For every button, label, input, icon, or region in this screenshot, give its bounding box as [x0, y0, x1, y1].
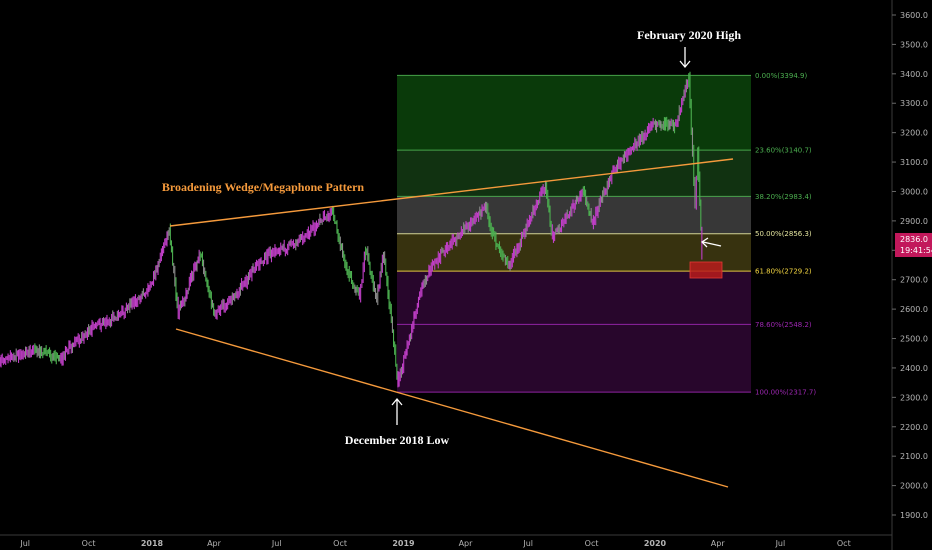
x-tick-label-13: Oct — [837, 539, 851, 548]
y-tick-label-15: 3400.0 — [900, 70, 928, 79]
x-tick-label-4: Jul — [271, 539, 282, 548]
y-tick-label-11: 3000.0 — [900, 187, 928, 196]
y-tick-label-16: 3500.0 — [900, 40, 928, 49]
y-tick-label-7: 2600.0 — [900, 305, 928, 314]
megaphone-trendlines — [169, 158, 734, 488]
february-2020-high-label: February 2020 High — [637, 28, 741, 42]
fib-level-label-2: 38.20%(2983.4) — [755, 193, 812, 201]
megaphone-pattern-label: Broadening Wedge/Megaphone Pattern — [162, 180, 365, 194]
fibonacci-zones — [397, 75, 751, 393]
arrow-left-icon — [700, 237, 722, 248]
fib-zone-4 — [397, 271, 751, 325]
current-price-badge: 2836.0 19:41:54 — [895, 233, 932, 257]
fib-level-label-0: 0.00%(3394.9) — [755, 72, 807, 80]
target-zone-box — [689, 261, 723, 279]
price-series — [0, 71, 703, 388]
february-2020-high-annotation: February 2020 High — [637, 28, 741, 69]
y-tick-label-1: 2000.0 — [900, 482, 928, 491]
y-tick-label-13: 3200.0 — [900, 129, 928, 138]
x-axis[interactable]: Jul Oct 2018 Apr Jul Oct 2019 Apr Jul Oct 2020 Apr J… — [0, 534, 892, 548]
x-tick-label-1: Oct — [82, 539, 96, 548]
x-tick-label-3: Apr — [207, 539, 222, 548]
y-tick-label-4: 2300.0 — [900, 393, 928, 402]
x-tick-label-0: Jul — [19, 539, 30, 548]
y-tick-label-0: 1900.0 — [900, 511, 928, 520]
x-tick-label-7: Apr — [459, 539, 474, 548]
december-2018-low-annotation: December 2018 Low — [345, 397, 450, 447]
fib-level-label-5: 78.60%(2548.2) — [755, 321, 812, 329]
fib-level-label-6: 100.00%(2317.7) — [755, 389, 816, 397]
y-tick-label-3: 2200.0 — [900, 423, 928, 432]
lower-trendline — [175, 328, 729, 488]
fib-zone-1 — [397, 150, 751, 197]
fib-level-label-3: 50.00%(2856.3) — [755, 230, 812, 238]
upper-trendline — [169, 158, 734, 227]
y-tick-label-17: 3600.0 — [900, 11, 928, 20]
arrow-up-icon — [391, 397, 403, 425]
fib-zone-5 — [397, 324, 751, 393]
x-tick-label-10: 2020 — [644, 539, 667, 548]
december-2018-low-label: December 2018 Low — [345, 433, 450, 447]
x-tick-label-5: Oct — [333, 539, 347, 548]
x-tick-label-8: Jul — [522, 539, 533, 548]
y-tick-label-10: 2900.0 — [900, 217, 928, 226]
fib-zone-0 — [397, 75, 751, 151]
x-tick-label-2: 2018 — [141, 539, 164, 548]
current-price-timer: 19:41:54 — [900, 246, 932, 255]
arrow-down-icon — [679, 47, 691, 69]
fib-zone-2 — [397, 196, 751, 234]
y-tick-label-6: 2500.0 — [900, 335, 928, 344]
y-tick-label-8: 2700.0 — [900, 276, 928, 285]
x-tick-label-6: 2019 — [392, 539, 415, 548]
x-tick-label-9: Oct — [585, 539, 599, 548]
y-axis[interactable]: 1900.0 2000.0 2100.0 2200.0 2300.0 2400.0 2500… — [891, 0, 928, 550]
y-tick-label-2: 2100.0 — [900, 452, 928, 461]
x-tick-label-12: Jul — [775, 539, 786, 548]
fib-level-label-4: 61.80%(2729.2) — [755, 268, 812, 276]
current-price-badge-bg — [895, 233, 932, 257]
y-tick-label-5: 2400.0 — [900, 364, 928, 373]
y-tick-label-14: 3300.0 — [900, 99, 928, 108]
fib-level-label-1: 23.60%(3140.7) — [755, 147, 812, 155]
current-price-value: 2836.0 — [900, 235, 928, 244]
x-tick-label-11: Apr — [711, 539, 726, 548]
y-tick-label-12: 3100.0 — [900, 158, 928, 167]
